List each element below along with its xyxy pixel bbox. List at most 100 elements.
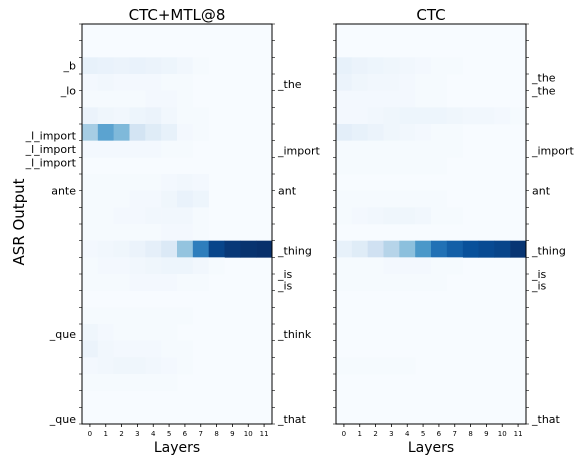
heatmap-cell (399, 74, 416, 91)
heatmap-cell (446, 57, 463, 75)
heatmap-cell (113, 274, 130, 291)
heatmap-cell (336, 74, 353, 91)
heatmap-cell (351, 74, 368, 91)
heatmap-cell (145, 124, 162, 141)
heatmap-cell (113, 307, 130, 325)
heatmap-cell (129, 324, 146, 341)
heatmap-cell (97, 274, 114, 291)
heatmap-cell (367, 140, 384, 158)
y-label-right: _the (531, 71, 556, 84)
heatmap-cell (510, 240, 527, 258)
heatmap-cell (97, 374, 114, 391)
x-tick-label: 4 (405, 430, 410, 438)
heatmap-cell (431, 124, 448, 141)
heatmap-cell (431, 190, 448, 208)
heatmap-cell (192, 257, 209, 275)
x-tick-label: 10 (498, 430, 507, 438)
heatmap-cell (367, 57, 384, 75)
y-label-right: _is (277, 280, 293, 293)
heatmap-cell (351, 140, 368, 158)
heatmap-cell (145, 374, 162, 391)
heatmap-cell (177, 174, 194, 191)
heatmap-cell (161, 224, 178, 241)
heatmap-cell (415, 140, 432, 158)
heatmap-cell (383, 274, 400, 291)
heatmap-cell (383, 57, 400, 75)
heatmap-cell (97, 74, 114, 91)
heatmap-cell (510, 107, 527, 125)
heatmap-cell (177, 190, 194, 208)
y-label-right: _think (277, 328, 312, 341)
heatmap-cell (415, 74, 432, 91)
heatmap-cell (97, 57, 114, 75)
heatmap-cell (177, 224, 194, 241)
heatmap-cell (161, 57, 178, 75)
heatmap-cell (97, 240, 114, 258)
heatmap-cell (177, 57, 194, 75)
heatmap-cell (399, 207, 416, 225)
y-label-right: ant (532, 185, 551, 198)
heatmap-cell (399, 157, 416, 175)
heatmap-cell (113, 174, 130, 191)
heatmap-cell (336, 207, 353, 225)
y-label-right: _import (531, 145, 575, 158)
heatmap-cell (399, 57, 416, 75)
y-label-left: ante (51, 185, 76, 198)
heatmap-cell (177, 240, 194, 258)
heatmap-cell (336, 357, 353, 375)
heatmap-cell (161, 324, 178, 341)
heatmap-cell (97, 124, 114, 141)
heatmap-cell (192, 207, 209, 225)
heatmap-cell (431, 207, 448, 225)
figure-ylabel: ASR Output (10, 178, 28, 265)
heatmap-cell (113, 224, 130, 241)
heatmap-cell (145, 340, 162, 358)
heatmap-cell (161, 74, 178, 91)
heatmap-cell (446, 124, 463, 141)
heatmap-cell (431, 90, 448, 108)
x-tick-label: 5 (167, 430, 171, 438)
heatmap-cell (145, 207, 162, 225)
x-tick-label: 2 (373, 430, 377, 438)
heatmap-cell (415, 107, 432, 125)
heatmap-cell (431, 274, 448, 291)
heatmap-cell (351, 190, 368, 208)
heatmap-cell (177, 124, 194, 141)
x-tick-label: 1 (104, 430, 108, 438)
heatmap-cell (161, 274, 178, 291)
heatmap-cell (177, 274, 194, 291)
y-label-right: _import (277, 145, 321, 158)
x-tick-label: 8 (468, 430, 472, 438)
heatmap-cell (383, 107, 400, 125)
heatmap-cell (446, 257, 463, 275)
y-label-left: _lo (60, 85, 77, 98)
heatmap-cell (336, 107, 353, 125)
heatmap-cell (177, 107, 194, 125)
heatmap-cell (113, 257, 130, 275)
heatmap-cell (129, 174, 146, 191)
heatmap-cell (129, 357, 146, 375)
y-label-left: _b (63, 60, 77, 73)
x-tick-label: 2 (119, 430, 123, 438)
x-tick-label: 6 (437, 430, 442, 438)
heatmap-cell (192, 190, 209, 208)
heatmap-cell (446, 107, 463, 125)
x-tick-label: 7 (453, 430, 457, 438)
heatmap-cell (97, 257, 114, 275)
heatmap-cell (177, 340, 194, 358)
y-label-left: _l_import (25, 130, 77, 143)
heatmap-cell (82, 357, 99, 375)
x-tick-label: 3 (135, 430, 139, 438)
heatmap-cell (177, 140, 194, 158)
heatmap-cell (82, 107, 99, 125)
heatmap-cell (82, 374, 99, 391)
heatmap-cell (145, 274, 162, 291)
heatmap-cell (415, 240, 432, 258)
y-label-right: _the (277, 78, 302, 91)
y-label-left: _que (49, 328, 76, 341)
heatmap-cell (351, 57, 368, 75)
heatmap-cell (383, 157, 400, 175)
heatmap-cell (494, 107, 511, 125)
x-tick-label: 8 (214, 430, 218, 438)
